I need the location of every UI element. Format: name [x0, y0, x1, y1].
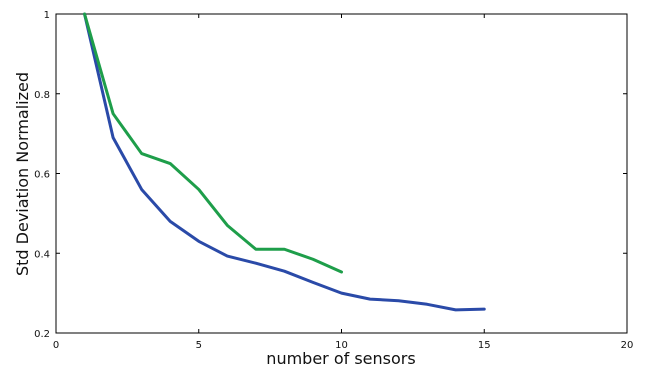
x-tick-label: 15 [478, 340, 491, 351]
y-tick-label: 0.4 [34, 249, 50, 260]
series-group [83, 12, 486, 312]
series-line-2 [83, 12, 343, 274]
plot-area [55, 13, 628, 334]
y-tick-label: 0.2 [34, 329, 50, 340]
x-tick-label: 20 [621, 340, 634, 351]
x-tick-label: 5 [196, 340, 202, 351]
series-line-1 [83, 12, 486, 312]
x-tick-label: 10 [335, 340, 348, 351]
y-tick-label: 1 [44, 10, 50, 21]
y-tick-label: 0.8 [34, 90, 50, 101]
x-axis-label: number of sensors [266, 349, 415, 368]
y-axis-label: Std Deviation Normalized [13, 72, 32, 276]
tick-group: 0 5 10 15 20 0.2 0.4 0.6 0.8 1 [34, 10, 633, 351]
y-tick-label: 0.6 [34, 170, 50, 181]
x-tick-label: 0 [53, 340, 59, 351]
